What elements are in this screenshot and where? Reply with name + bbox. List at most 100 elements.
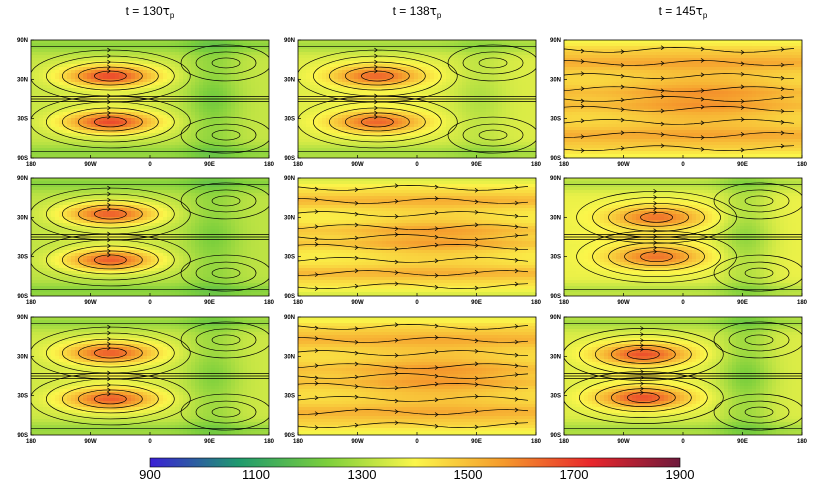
heat-cell (199, 70, 204, 74)
heat-cell (155, 136, 160, 140)
heat-cell (51, 124, 56, 128)
heat-cell (211, 103, 216, 107)
heat-cell (410, 46, 415, 50)
heat-cell (298, 145, 303, 149)
heat-cell (191, 43, 196, 47)
heat-cell (354, 130, 359, 134)
heat-cell (83, 58, 88, 62)
heat-cell (259, 148, 264, 152)
heat-cell (378, 154, 383, 158)
heat-cell (83, 88, 88, 92)
heat-cell (103, 46, 108, 50)
heat-cell (199, 88, 204, 92)
heat-cell (207, 94, 212, 98)
heat-cell (47, 136, 52, 140)
heat-cell (255, 61, 260, 65)
heat-cell (442, 115, 447, 119)
heat-cell (470, 64, 475, 68)
heat-cell (514, 148, 519, 152)
heat-cell (43, 40, 48, 44)
heat-cell (322, 58, 327, 62)
heat-cell (55, 115, 60, 119)
heat-cell (410, 88, 415, 92)
heat-cell (267, 139, 269, 143)
heat-cell (494, 154, 499, 158)
heat-cell (247, 82, 252, 86)
heat-cell (91, 112, 96, 116)
heat-cell (123, 124, 128, 128)
heat-cell (498, 82, 503, 86)
heat-cell (390, 40, 395, 44)
heat-cell (187, 112, 192, 116)
heat-cell (43, 124, 48, 128)
heat-cell (47, 121, 52, 125)
heat-cell (107, 154, 112, 158)
heat-cell (314, 49, 319, 53)
heat-cell (35, 46, 40, 50)
heat-cell (534, 58, 536, 62)
heat-cell (63, 145, 68, 149)
heat-cell (131, 70, 136, 74)
heat-cell (406, 148, 411, 152)
heat-cell (55, 118, 60, 122)
heat-cell (636, 40, 641, 44)
heat-cell (63, 151, 68, 155)
heat-cell (251, 67, 256, 71)
heat-cell (187, 58, 192, 62)
heat-cell (398, 76, 403, 80)
heat-cell (434, 43, 439, 47)
heat-cell (183, 115, 188, 119)
heat-cell (51, 49, 56, 53)
heat-cell (263, 130, 268, 134)
heat-cell (406, 106, 411, 110)
heat-cell (239, 40, 244, 44)
heat-cell (203, 61, 208, 65)
heat-cell (155, 133, 160, 137)
heat-cell (486, 55, 491, 59)
heat-cell (171, 115, 176, 119)
heat-cell (267, 136, 269, 140)
heat-cell (370, 70, 375, 74)
heat-cell (474, 112, 479, 116)
heat-cell (382, 46, 387, 50)
heat-cell (159, 67, 164, 71)
heat-cell (259, 142, 264, 146)
heat-cell (338, 139, 343, 143)
heat-cell (530, 154, 535, 158)
heat-cell (231, 103, 236, 107)
heat-cell (103, 145, 108, 149)
heat-cell (442, 82, 447, 86)
heat-cell (199, 82, 204, 86)
heat-cell (111, 49, 116, 53)
heat-cell (534, 157, 536, 158)
heat-cell (183, 148, 188, 152)
heat-cell (426, 106, 431, 110)
heat-cell (219, 49, 224, 53)
heat-cell (498, 76, 503, 80)
heat-cell (207, 142, 212, 146)
heat-cell (199, 91, 204, 95)
heat-cell (486, 73, 491, 77)
heat-cell (522, 82, 527, 86)
heat-cell (139, 91, 144, 95)
heat-cell (526, 115, 531, 119)
heat-cell (462, 61, 467, 65)
heat-cell (239, 133, 244, 137)
heat-cell (219, 76, 224, 80)
heat-cell (298, 43, 303, 47)
heat-cell (402, 124, 407, 128)
heat-cell (251, 58, 256, 62)
heat-cell (131, 124, 136, 128)
heat-cell (115, 85, 120, 89)
heat-cell (47, 40, 52, 44)
heat-cell (167, 46, 172, 50)
heat-cell (514, 73, 519, 77)
heat-cell (474, 130, 479, 134)
heat-cell (358, 70, 363, 74)
heat-cell (71, 49, 76, 53)
heat-cell (418, 109, 423, 113)
heat-cell (616, 40, 621, 44)
heat-cell (330, 130, 335, 134)
heat-cell (502, 52, 507, 56)
heat-cell (67, 109, 72, 113)
